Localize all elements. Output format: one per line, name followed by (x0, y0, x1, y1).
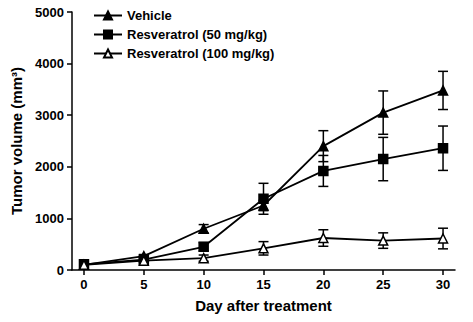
svg-text:10: 10 (196, 277, 210, 292)
svg-text:Tumor volume (mm³): Tumor volume (mm³) (8, 67, 25, 215)
svg-text:4000: 4000 (35, 56, 64, 71)
svg-text:3000: 3000 (35, 108, 64, 123)
svg-text:Vehicle: Vehicle (127, 8, 172, 23)
svg-text:5: 5 (140, 277, 147, 292)
svg-text:Day after treatment: Day after treatment (195, 297, 332, 314)
svg-text:15: 15 (256, 277, 270, 292)
svg-text:0: 0 (80, 277, 87, 292)
svg-text:30: 30 (436, 277, 450, 292)
svg-text:25: 25 (376, 277, 390, 292)
svg-text:Resveratrol (100 mg/kg): Resveratrol (100 mg/kg) (127, 46, 274, 61)
svg-text:0: 0 (57, 263, 64, 278)
svg-text:2000: 2000 (35, 159, 64, 174)
svg-text:1000: 1000 (35, 211, 64, 226)
svg-text:20: 20 (316, 277, 330, 292)
svg-text:Resveratrol (50 mg/kg): Resveratrol (50 mg/kg) (127, 27, 267, 42)
svg-text:5000: 5000 (35, 5, 64, 20)
